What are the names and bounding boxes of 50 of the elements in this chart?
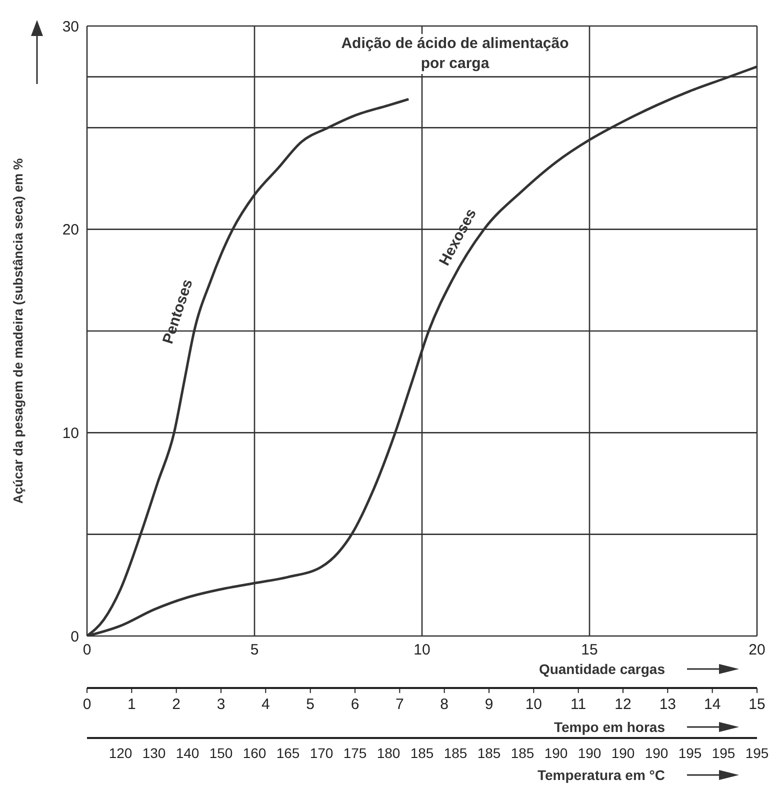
text: 195 [712,745,736,761]
x2-tick-label: 5 [306,696,315,713]
text: 165 [276,745,300,761]
x-axis-title: Quantidade cargas [538,661,666,677]
x2-tick-label: 13 [659,696,676,713]
text: 180 [376,745,400,761]
x2-tick-label: 2 [172,696,181,713]
x2-tick-label: 14 [704,696,721,713]
y-tick-label: 20 [62,222,79,239]
text: 185 [477,745,501,761]
x2-tick-label: 0 [82,696,92,713]
x2-tick-label: 15 [748,696,766,713]
x-tick-label: 10 [414,642,430,659]
text: 170 [310,745,334,761]
text: Adição de ácido de alimentação por carga [330,34,580,74]
x2-tick-label: 4 [261,696,270,713]
x2-tick-label: 3 [216,696,226,713]
text: 190 [611,745,635,761]
text: 185 [410,745,434,761]
text: 150 [209,745,233,761]
x2-tick-label: 10 [525,696,542,713]
x2-axis-title: Tempo em horas [554,719,666,735]
x-tick-label: 5 [250,642,259,659]
y-tick-label: 0 [70,628,79,646]
text: 130 [142,745,166,761]
y-tick-label: 30 [62,18,79,36]
text: 195 [745,745,769,761]
x2-tick-label: 9 [484,696,494,713]
x-tick-label: 15 [581,642,598,659]
x-tick-label: 20 [748,642,766,659]
text: 190 [544,745,568,761]
x2-tick-label: 1 [127,696,136,713]
x2-tick-label: 12 [614,696,632,713]
y-tick-label: 10 [62,424,79,442]
text: 185 [510,745,534,761]
text: 190 [644,745,668,761]
x2-tick-label: 8 [440,696,449,713]
x-tick-label: 0 [82,642,92,659]
text: 185 [444,745,468,761]
text: 140 [176,745,200,761]
text: Temperatura em °C [538,767,665,783]
x2-tick-label: 11 [570,696,586,713]
x2-tick-label: 6 [350,696,360,713]
x2-tick-label: 7 [395,696,404,713]
text: 195 [678,745,702,761]
text: 190 [578,745,602,761]
y-axis-title: Açúcar da pesagem de madeira (substância seca) em % [10,158,26,504]
text: 160 [242,745,266,761]
text: 120 [108,745,132,761]
text: 175 [343,745,367,761]
